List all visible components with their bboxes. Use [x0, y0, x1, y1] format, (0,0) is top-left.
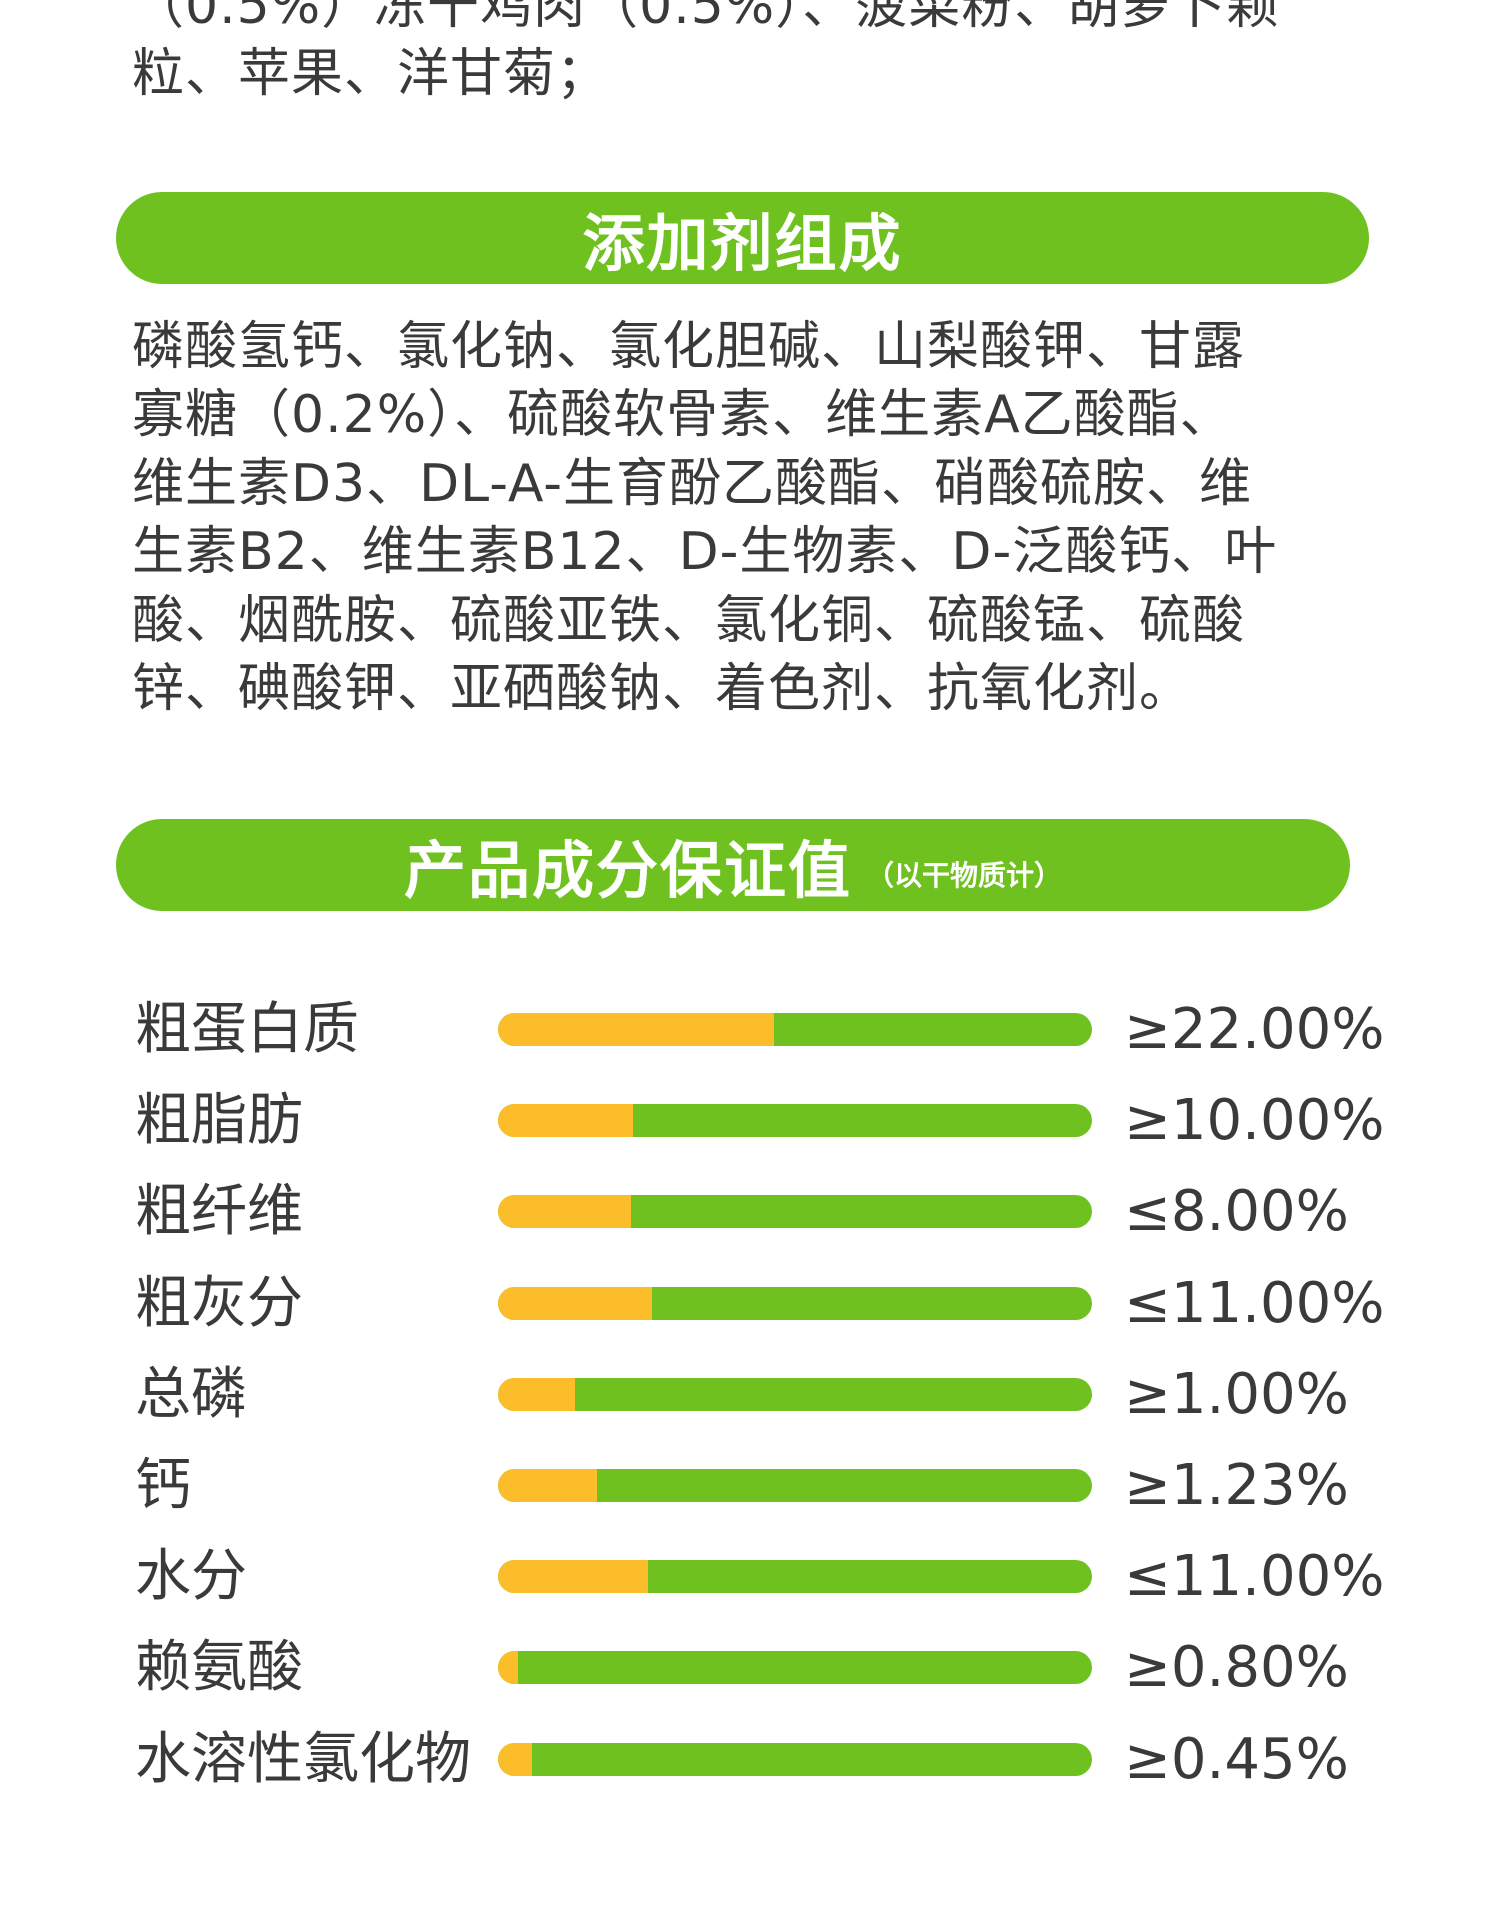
bar-fill: [498, 1104, 634, 1138]
row-value: ≤11.00%: [1124, 1270, 1385, 1336]
row-label: 粗脂肪: [135, 1088, 303, 1154]
section-title: 产品成分保证值: [403, 834, 852, 907]
bar-track: [498, 1377, 1092, 1411]
bar-track: [498, 1560, 1092, 1594]
text-line: 生素B2、维生素B12、D-生物素、D-泛酸钙、叶: [132, 522, 1278, 583]
bar-track: [498, 1013, 1092, 1046]
text-line: 寡糖（0.2%）、硫酸软骨素、维生素A乙酸酯、: [132, 385, 1233, 446]
bar-fill: [498, 1286, 652, 1320]
row-label: 水溶性氯化物: [135, 1726, 471, 1792]
guarantee-row: 钙 ≥1.23%: [0, 1440, 1500, 1531]
bar-track: [498, 1104, 1092, 1138]
row-label: 粗纤维: [135, 1179, 303, 1245]
row-label: 粗蛋白质: [135, 997, 359, 1062]
row-value: ≥22.00%: [1124, 997, 1385, 1062]
row-value: ≥1.00%: [1124, 1361, 1349, 1427]
bar-fill: [498, 1560, 649, 1594]
section-header: 添加剂组成: [116, 192, 1369, 284]
row-label: 赖氨酸: [135, 1635, 303, 1701]
guarantee-row: 水分 ≤11.00%: [0, 1531, 1500, 1622]
row-label: 总磷: [135, 1361, 247, 1427]
bar-fill: [498, 1013, 775, 1046]
text-line: 粒、苹果、洋甘菊；: [132, 44, 610, 104]
row-label: 粗灰分: [135, 1270, 303, 1336]
row-value: ≥10.00%: [1124, 1088, 1385, 1154]
bar-track: [498, 1195, 1092, 1229]
guarantee-row: 粗纤维 ≤8.00%: [0, 1166, 1500, 1257]
guarantee-row: 粗蛋白质 ≥22.00%: [0, 984, 1500, 1075]
bar-fill: [498, 1651, 518, 1685]
bar-fill: [498, 1195, 632, 1229]
guarantee-row: 赖氨酸 ≥0.80%: [0, 1622, 1500, 1713]
bar-fill: [498, 1742, 533, 1776]
section-title: 添加剂组成: [582, 207, 903, 280]
bar-fill: [498, 1469, 597, 1502]
text-line: 酸、烟酰胺、硫酸亚铁、氯化铜、硫酸锰、硫酸: [132, 590, 1246, 651]
guarantee-row: 粗灰分 ≤11.00%: [0, 1258, 1500, 1349]
bar-fill: [498, 1377, 575, 1411]
row-value: ≥0.80%: [1124, 1635, 1349, 1701]
row-label: 水分: [135, 1544, 247, 1610]
section-header: 产品成分保证值 （以干物质计）: [116, 819, 1350, 911]
bar-track: [498, 1286, 1092, 1320]
row-value: ≥0.45%: [1124, 1726, 1349, 1792]
text-line: 锌、碘酸钾、亚硒酸钠、着色剂、抗氧化剂。: [132, 659, 1193, 719]
row-value: ≥1.23%: [1124, 1453, 1349, 1518]
row-label: 钙: [135, 1453, 191, 1518]
bar-track: [498, 1742, 1092, 1776]
section-subtitle: （以干物质计）: [866, 859, 1063, 892]
text-line: 磷酸氢钙、氯化钠、氯化胆碱、山梨酸钾、甘露: [132, 317, 1246, 377]
text-line: （0.5%）冻干鸡肉（0.5%）、菠菜粉、胡萝卜颗: [132, 0, 1280, 36]
bar-track: [498, 1651, 1092, 1685]
guarantee-row: 水溶性氯化物 ≥0.45%: [0, 1714, 1500, 1805]
guarantee-row: 总磷 ≥1.00%: [0, 1349, 1500, 1440]
guarantee-row: 粗脂肪 ≥10.00%: [0, 1075, 1500, 1166]
row-value: ≤11.00%: [1124, 1544, 1385, 1610]
bar-track: [498, 1469, 1092, 1502]
row-value: ≤8.00%: [1124, 1179, 1349, 1245]
text-line: 维生素D3、DL-A-生育酚乙酸酯、硝酸硫胺、维: [132, 453, 1253, 514]
